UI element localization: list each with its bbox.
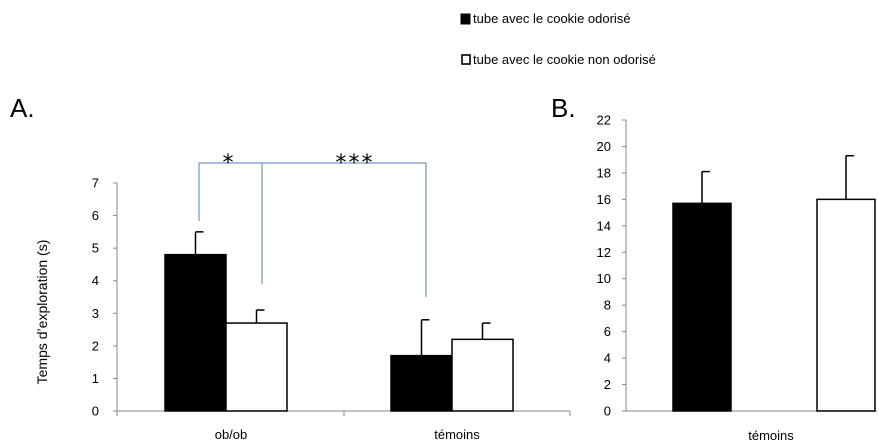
significance-star-single: * bbox=[223, 151, 236, 176]
panel-b-y-tick-label: 2 bbox=[604, 377, 611, 392]
panel-a-y-tick-label: 7 bbox=[92, 176, 99, 191]
legend-label-odorise: tube avec le cookie odorisé bbox=[473, 11, 631, 26]
panel-a-y-ticks: 0 1 2 3 4 5 6 7 bbox=[92, 176, 117, 419]
panel-b-y-tick-label: 8 bbox=[604, 298, 611, 313]
panel-b-y-tick-label: 20 bbox=[597, 139, 611, 154]
panel-b-y-tick-label: 18 bbox=[597, 165, 611, 180]
panel-b-bars bbox=[672, 198, 876, 412]
panel-a-y-tick-label: 0 bbox=[92, 404, 99, 419]
panel-b: B. 0 2 4 6 8 10 12 14 16 18 20 22 témoins bbox=[551, 93, 877, 443]
panel-b-y-tick-label: 14 bbox=[597, 218, 611, 233]
panel-a-y-tick-label: 1 bbox=[92, 371, 99, 386]
panel-a-category-ob-ob: ob/ob bbox=[215, 427, 248, 442]
significance-brackets bbox=[198, 162, 427, 297]
panel-b-y-tick-label: 22 bbox=[597, 113, 611, 128]
legend: tube avec le cookie odorisé tube avec le… bbox=[460, 11, 656, 67]
panel-a-y-tick-label: 3 bbox=[92, 306, 99, 321]
panel-a-category-temoins: témoins bbox=[434, 427, 480, 442]
panel-a-y-tick-label: 2 bbox=[92, 338, 99, 353]
panel-b-error-bars bbox=[701, 154, 854, 204]
panel-a-bar-non-odorise bbox=[451, 338, 514, 412]
panel-a-label: A. bbox=[10, 93, 35, 123]
panel-a-bar-odorise bbox=[390, 354, 453, 412]
panel-a: A. Temps d’exploration (s) 0 1 2 3 4 5 6 7 ob/o… bbox=[10, 93, 571, 442]
panel-a-x-ticks bbox=[116, 411, 571, 416]
panel-b-category-temoins: témoins bbox=[748, 428, 794, 443]
panel-a-y-tick-label: 4 bbox=[92, 273, 99, 288]
panel-b-y-tick-label: 16 bbox=[597, 192, 611, 207]
legend-swatch-odorise bbox=[460, 13, 471, 25]
panel-a-y-axis-label: Temps d’exploration (s) bbox=[34, 240, 50, 385]
panel-a-y-tick-label: 5 bbox=[92, 241, 99, 256]
panel-b-y-tick-label: 12 bbox=[597, 245, 611, 260]
legend-label-non-odorise: tube avec le cookie non odorisé bbox=[473, 52, 656, 67]
panel-b-y-tick-label: 4 bbox=[604, 351, 611, 366]
panel-b-bar-odorise bbox=[672, 202, 732, 412]
panel-b-y-tick-label: 0 bbox=[604, 404, 611, 419]
panel-b-label: B. bbox=[551, 93, 576, 123]
significance-star-triple: *** bbox=[336, 151, 375, 176]
panel-b-y-ticks: 0 2 4 6 8 10 12 14 16 18 20 22 bbox=[597, 113, 626, 419]
panel-a-y-tick-label: 6 bbox=[92, 208, 99, 223]
panel-a-error-bars bbox=[194, 231, 491, 356]
panel-b-y-tick-label: 6 bbox=[604, 324, 611, 339]
panel-a-bars bbox=[164, 253, 514, 412]
legend-swatch-non-odorise bbox=[461, 54, 471, 65]
panel-a-bar-non-odorise bbox=[225, 322, 288, 412]
panel-b-bar-non-odorise bbox=[816, 198, 876, 412]
panel-b-y-tick-label: 10 bbox=[597, 271, 611, 286]
panel-a-bar-odorise bbox=[164, 253, 227, 412]
